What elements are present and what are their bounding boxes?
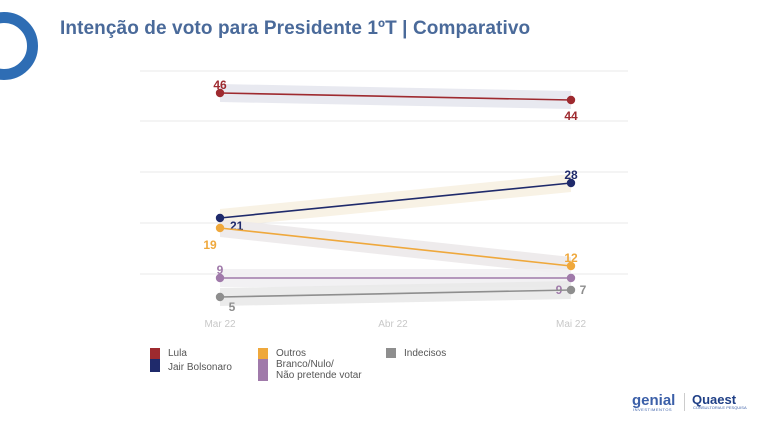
data-point xyxy=(566,285,576,295)
data-label: 44 xyxy=(564,109,578,123)
data-point xyxy=(215,223,225,233)
data-label: 28 xyxy=(564,168,578,182)
legend-item-bolsonaro: Jair Bolsonaro xyxy=(150,359,232,373)
legend-swatch xyxy=(386,348,396,358)
genial-logo: genial xyxy=(632,392,676,409)
series-line xyxy=(219,92,572,101)
legend-col-2: Outros Branco/Nulo/ Não pretende votar xyxy=(258,348,362,381)
data-point xyxy=(215,292,225,302)
x-tick-label: Abr 22 xyxy=(378,319,408,330)
series-lines: 4644212819129957 xyxy=(203,78,586,314)
series-line xyxy=(219,227,572,267)
series-line xyxy=(219,289,572,298)
legend-item-branco-nulo: Branco/Nulo/ Não pretende votar xyxy=(258,359,362,381)
x-tick-labels: Mar 22 Abr 22 Mai 22 xyxy=(204,319,586,330)
data-point xyxy=(215,88,225,98)
x-tick-label: Mar 22 xyxy=(204,319,236,330)
data-point xyxy=(566,273,576,283)
brand-logo-ring xyxy=(0,12,38,80)
data-label: 9 xyxy=(217,263,224,277)
legend-col-3: Indecisos xyxy=(386,348,446,359)
legend-item-lula: Lula xyxy=(150,348,232,359)
data-label: 7 xyxy=(580,283,587,297)
data-label: 5 xyxy=(229,300,236,314)
legend-swatch xyxy=(150,348,160,359)
series-line xyxy=(219,182,572,219)
logo-divider xyxy=(684,393,685,411)
legend-col-1: Lula Jair Bolsonaro xyxy=(150,348,232,373)
legend-item-indecisos: Indecisos xyxy=(386,348,446,359)
data-label: 19 xyxy=(203,238,217,252)
confidence-bands xyxy=(220,84,571,306)
genial-logo-sub: INVESTIMENTOS xyxy=(633,407,673,412)
data-point xyxy=(566,261,576,271)
legend-swatch xyxy=(258,359,268,381)
legend-swatch xyxy=(150,359,160,372)
data-point xyxy=(566,95,576,105)
x-tick-label: Mai 22 xyxy=(556,319,586,330)
data-label: 46 xyxy=(213,78,227,92)
quaest-logo: Quaest xyxy=(692,392,737,407)
data-label: 12 xyxy=(564,251,578,265)
data-point xyxy=(215,213,225,223)
legend-swatch xyxy=(258,348,268,359)
legend-item-outros: Outros xyxy=(258,348,362,359)
data-point xyxy=(566,178,576,188)
quaest-logo-sub: CONSULTORIA E PESQUISA xyxy=(693,405,747,410)
chart-title: Intenção de voto para Presidente 1ºT | C… xyxy=(60,18,531,39)
data-point xyxy=(215,273,225,283)
